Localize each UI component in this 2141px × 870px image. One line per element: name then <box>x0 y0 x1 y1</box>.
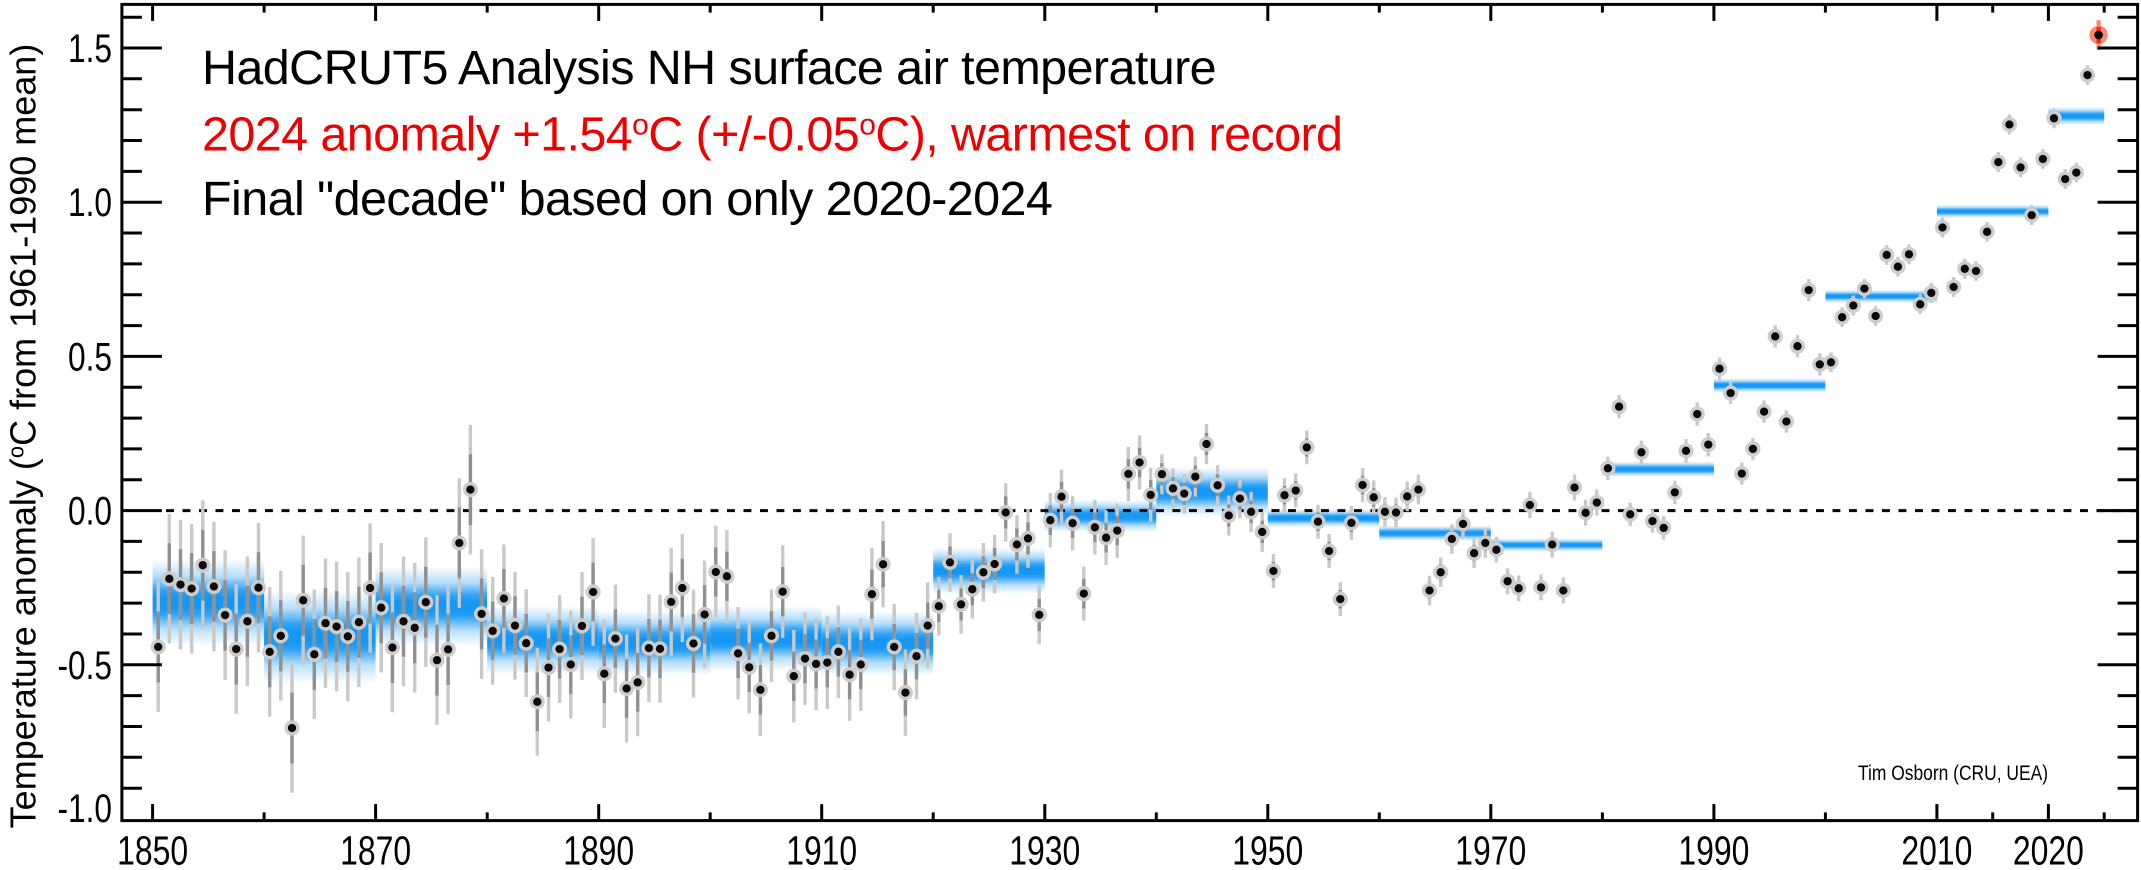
svg-text:1.5: 1.5 <box>68 27 112 71</box>
svg-text:1910: 1910 <box>786 828 857 866</box>
svg-text:1990: 1990 <box>1678 828 1749 866</box>
svg-text:1.0: 1.0 <box>68 181 112 225</box>
svg-text:HadCRUT5 Analysis NH surface a: HadCRUT5 Analysis NH surface air tempera… <box>202 41 1216 95</box>
svg-text:1930: 1930 <box>1009 828 1080 866</box>
svg-text:-0.5: -0.5 <box>58 644 113 688</box>
svg-text:1890: 1890 <box>563 828 634 866</box>
svg-text:-1.0: -1.0 <box>58 787 113 831</box>
svg-text:2010: 2010 <box>1901 828 1972 866</box>
svg-text:Tim Osborn (CRU, UEA): Tim Osborn (CRU, UEA) <box>1858 761 2048 785</box>
svg-text:0.5: 0.5 <box>68 335 112 379</box>
svg-text:Final "decade" based on only 2: Final "decade" based on only 2020-2024 <box>202 172 1052 226</box>
svg-text:1850: 1850 <box>117 828 188 866</box>
svg-text:1970: 1970 <box>1455 828 1526 866</box>
svg-text:2020: 2020 <box>2013 828 2084 866</box>
svg-text:0.0: 0.0 <box>68 490 112 534</box>
svg-text:2024 anomaly +1.54oC (+/-0.05o: 2024 anomaly +1.54oC (+/-0.05oC), warmes… <box>202 108 1342 162</box>
svg-text:1950: 1950 <box>1232 828 1303 866</box>
svg-text:Temperature anomaly (oC from 1: Temperature anomaly (oC from 1961-1990 m… <box>3 44 44 829</box>
svg-text:1870: 1870 <box>340 828 411 866</box>
